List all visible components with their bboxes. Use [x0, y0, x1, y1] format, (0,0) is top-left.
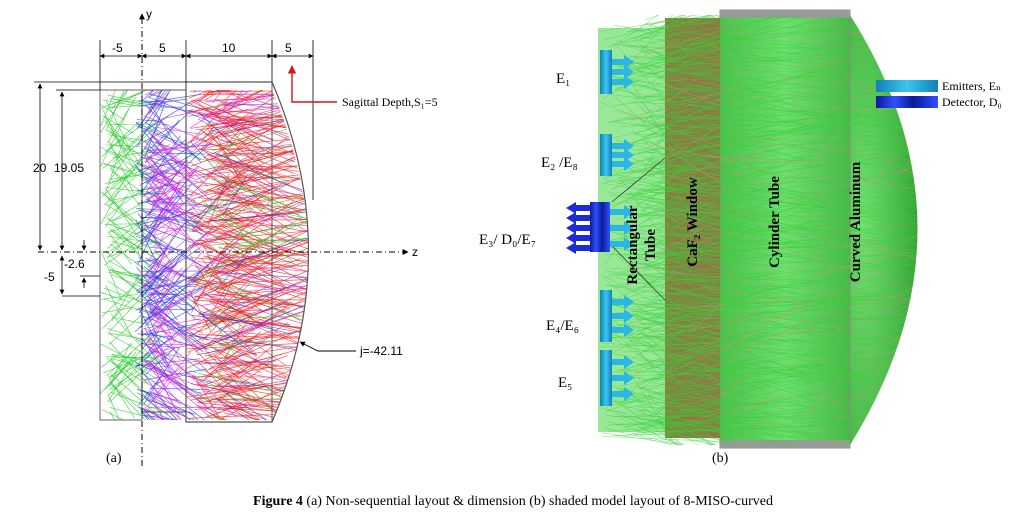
tube-taper-lower [611, 245, 666, 301]
dim-5-top: 5 [159, 41, 166, 55]
sagittal-depth-label: Sagittal Depth,S₁=5 [342, 95, 438, 109]
detector-arrow [566, 202, 590, 214]
detector-arrow [566, 212, 590, 224]
legend-detector-swatch [876, 96, 938, 108]
curved-aluminum-label: Curved Aluminum [848, 161, 864, 282]
dim-20: 20 [33, 161, 47, 175]
detector-arrow [566, 232, 590, 244]
label-e2-e8: E₂ /E₈ [541, 155, 578, 171]
legend: Emitters, Eₙ Detector, D₀ [876, 79, 1002, 109]
caption-label: Figure 4 [253, 494, 303, 509]
rect-tube-label-1: Rectangular [625, 205, 641, 284]
emitter-arrow [610, 205, 634, 219]
emitter-arrow [612, 323, 634, 337]
detector-arrow [566, 222, 590, 234]
panel-b-label: (b) [712, 451, 729, 466]
j-label: j=-42.11 [359, 344, 403, 358]
emitter-arrow [610, 221, 634, 235]
emitter-block [600, 290, 612, 342]
caf2-window-label: CaF₂ Window [685, 177, 701, 267]
emitter-arrow [612, 157, 634, 171]
dim-10-top: 10 [222, 41, 236, 55]
panel-a-label: (a) [106, 451, 122, 466]
dim-19-05: 19.05 [54, 161, 84, 175]
sagittal-depth-callout: Sagittal Depth,S₁=5 [287, 65, 438, 109]
emitters [600, 50, 634, 406]
left-dimensions: 20 19.05 -2.6 -5 [33, 81, 186, 297]
detector-arrow [566, 242, 590, 254]
emitter-arrow [610, 237, 634, 251]
emitter-arrow [612, 309, 634, 323]
ray-trace-field-b [599, 15, 918, 445]
emitter-block [600, 134, 612, 176]
top-dimensions: -5 5 10 5 [99, 40, 314, 200]
legend-detector-label: Detector, D₀ [942, 95, 1002, 109]
cylinder-top-rim [720, 10, 850, 18]
label-e5: E₅ [558, 375, 572, 391]
emitter-arrow [612, 148, 634, 162]
emitter-block [600, 350, 612, 406]
emitter-arrow [612, 55, 634, 69]
dim-minus5-left: -5 [44, 270, 55, 284]
cylinder-outline [185, 81, 309, 423]
emitter-block [600, 50, 612, 94]
emitter-arrow [612, 295, 634, 309]
tube-taper-upper [611, 157, 666, 203]
legend-emitters-label: Emitters, Eₙ [942, 79, 1001, 93]
ray-trace-field-a [100, 90, 309, 420]
label-e3-d0-e7: E₃/ D₀/E₇ [479, 232, 536, 248]
label-e1: E₁ [556, 71, 570, 87]
detector-stack [566, 202, 634, 254]
cylinder-tube-label: Cylinder Tube [767, 176, 783, 268]
emitter-arrow [612, 139, 634, 153]
figure-caption: Figure 4 (a) Non-sequential layout & dim… [0, 494, 1026, 510]
emitter-arrow [612, 75, 634, 89]
emitter-arrow [612, 65, 634, 79]
dim-5b-top: 5 [285, 41, 292, 55]
legend-emitter-swatch [876, 80, 938, 92]
rect-tube-label-2: Tube [643, 229, 659, 261]
caption-text: (a) Non-sequential layout & dimension (b… [302, 494, 773, 509]
dim-minus2-6: -2.6 [64, 257, 85, 271]
j-callout: j=-42.11 [299, 341, 403, 358]
emitter-arrow [612, 387, 634, 401]
dim-minus5-top: -5 [112, 41, 123, 55]
panel-b: E₁ E₂ /E₈ E₃/ D₀/E₇ E₄/E₆ E₅ Rectangular… [479, 9, 1002, 466]
panel-a: y z -5 5 10 5 20 19.05 [33, 7, 438, 466]
z-axis-label: z [412, 245, 418, 259]
y-axis-label: y [146, 7, 152, 21]
label-e4-e6: E₄/E₆ [546, 318, 579, 334]
emitter-arrow [612, 355, 634, 369]
emitter-arrow [612, 371, 634, 385]
